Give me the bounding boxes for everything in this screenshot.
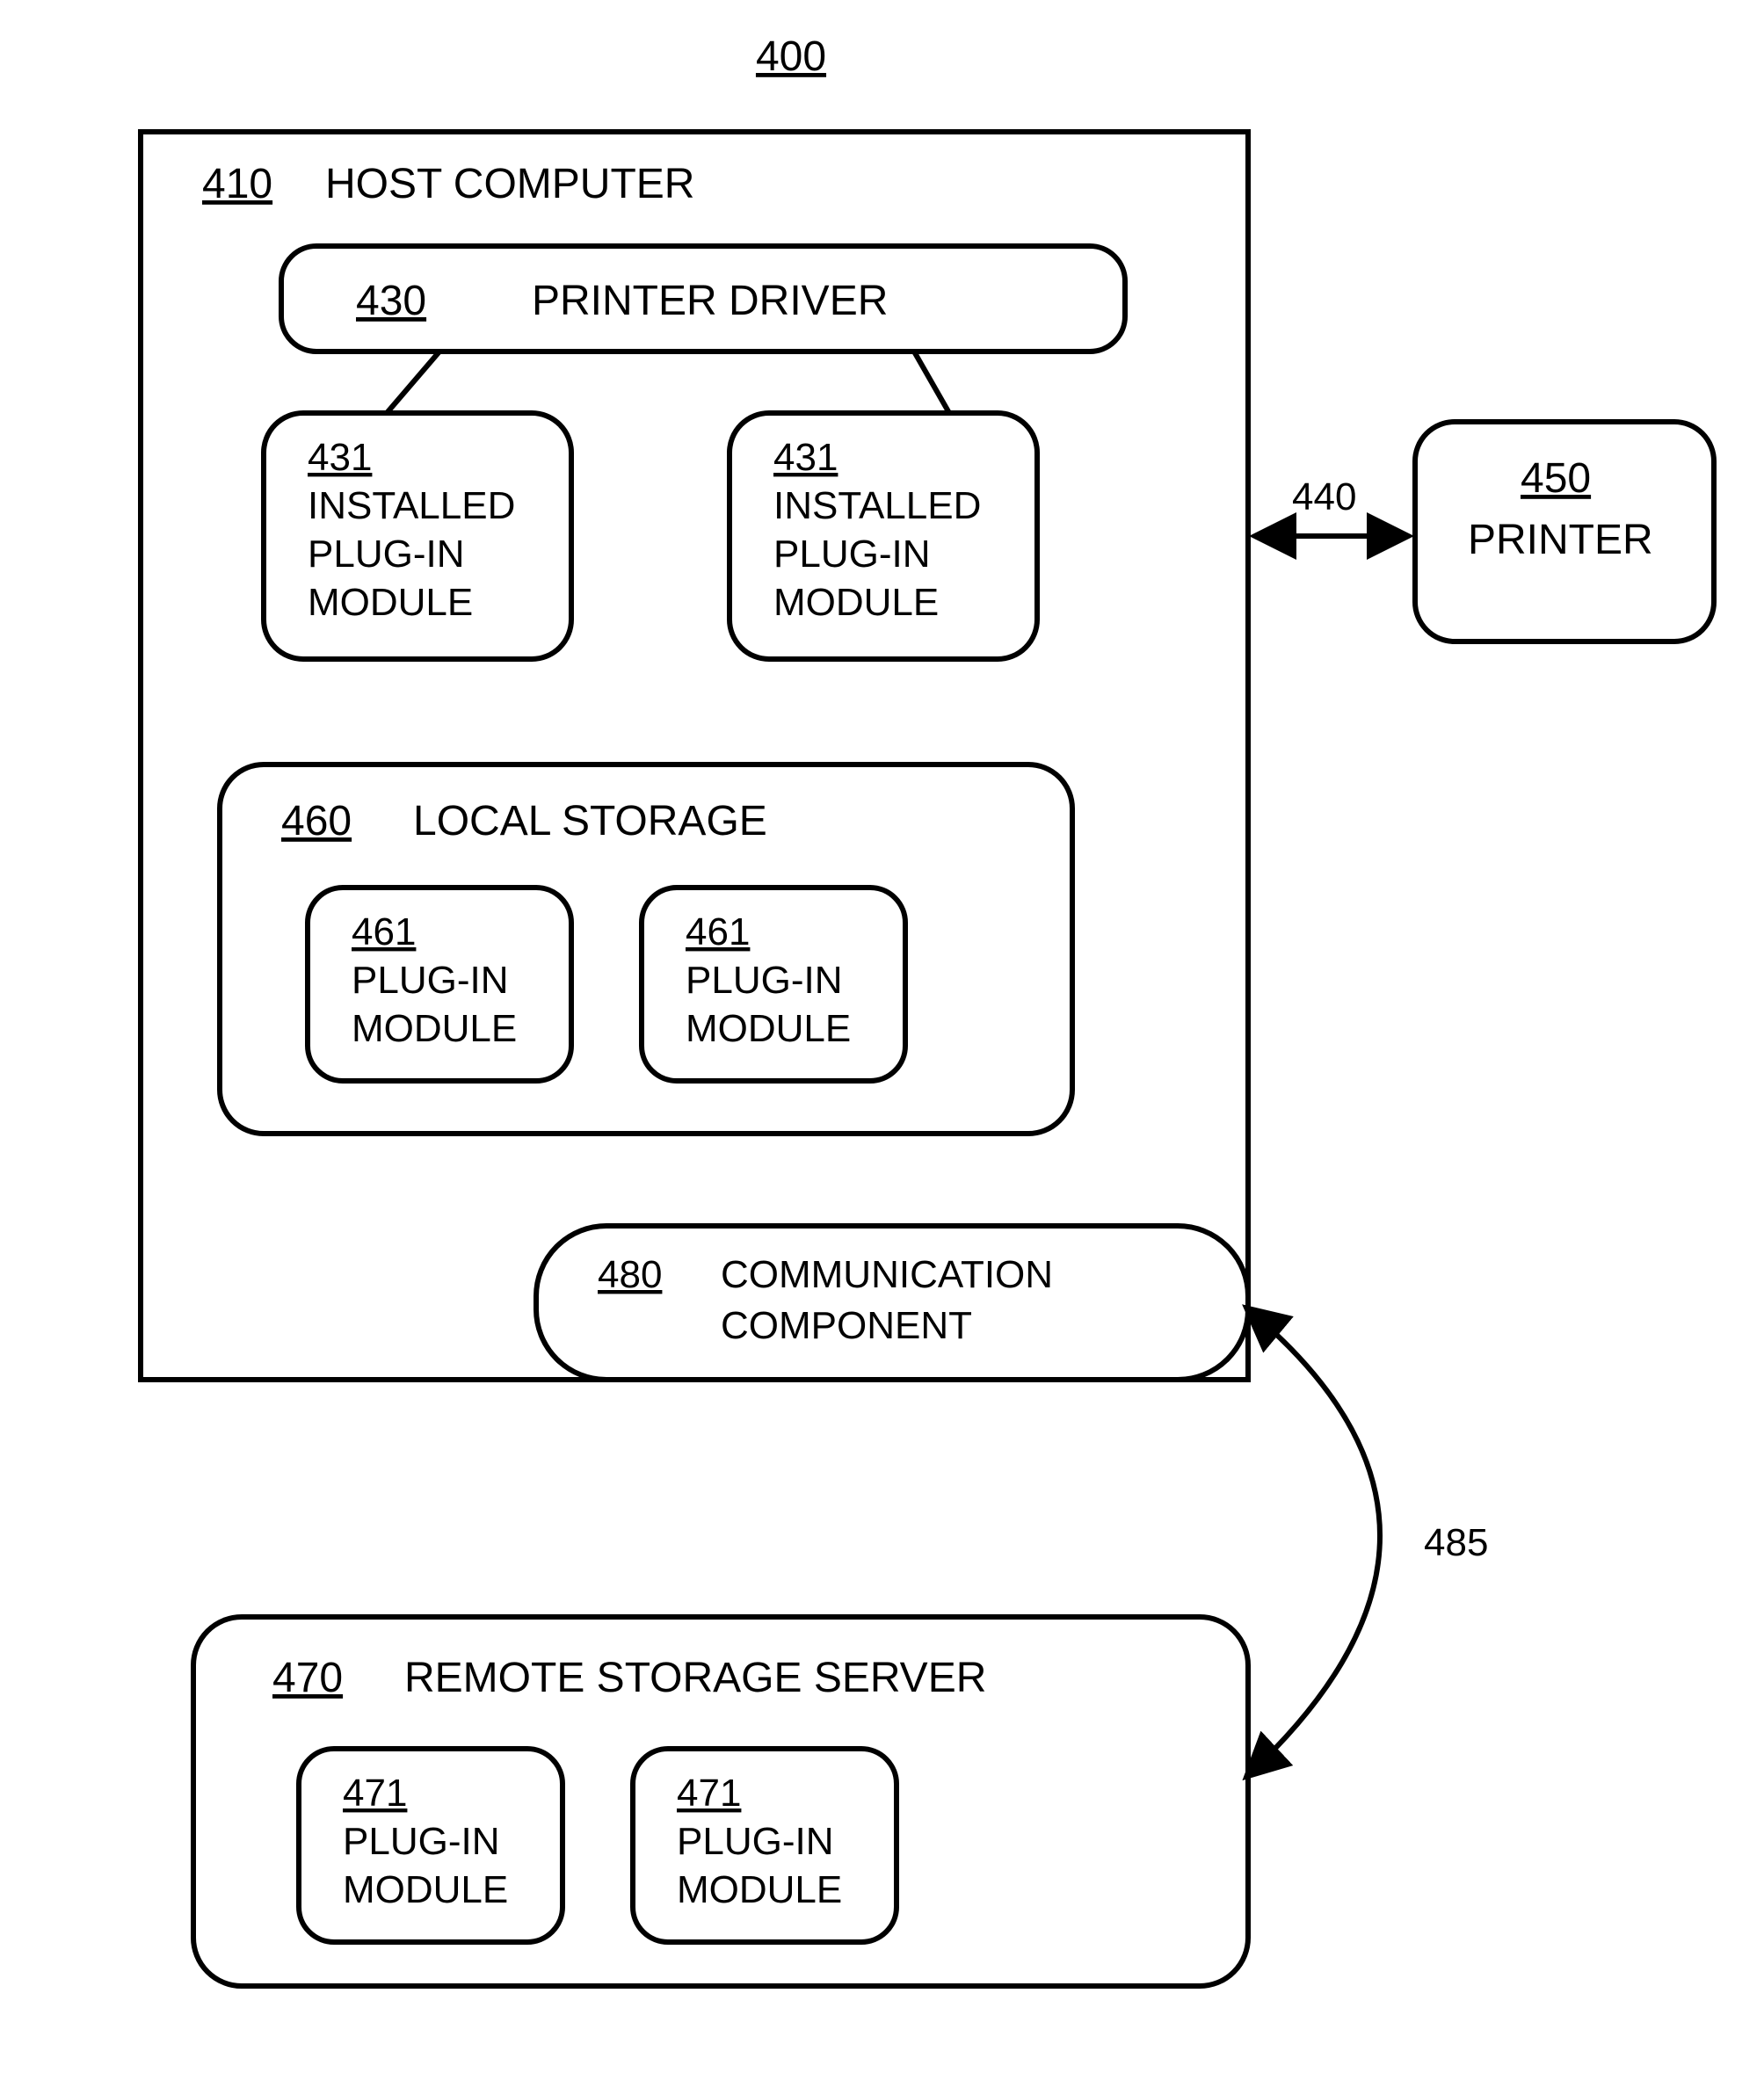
communication-component-box (536, 1226, 1248, 1380)
plugin-e-ref: 471 (343, 1772, 407, 1815)
plugin-b-line1: INSTALLED (773, 484, 981, 527)
comm-line1: COMMUNICATION (721, 1253, 1053, 1296)
driver-ref: 430 (356, 278, 426, 324)
driver-title: PRINTER DRIVER (532, 278, 888, 324)
comm-line2: COMPONENT (721, 1304, 972, 1347)
plugin-b-line2: PLUG-IN (773, 533, 930, 576)
plugin-e-line2: MODULE (343, 1868, 508, 1911)
local-ref: 460 (281, 798, 352, 844)
arrow-comm-remote (1248, 1309, 1380, 1775)
host-title: HOST COMPUTER (325, 161, 694, 207)
comm-ref: 480 (598, 1253, 662, 1296)
plugin-a-line3: MODULE (308, 581, 473, 624)
plugin-b-line3: MODULE (773, 581, 939, 624)
plugin-c-line1: PLUG-IN (352, 959, 508, 1002)
connector-driver-plugin-b (914, 352, 949, 413)
host-ref: 410 (202, 161, 272, 207)
plugin-c-ref: 461 (352, 910, 416, 953)
plugin-c-line2: MODULE (352, 1007, 517, 1050)
plugin-a-line2: PLUG-IN (308, 533, 464, 576)
local-title: LOCAL STORAGE (413, 798, 767, 844)
diagram-canvas: 400 410 HOST COMPUTER 430 PRINTER DRIVER… (0, 0, 1764, 2073)
plugin-f-ref: 471 (677, 1772, 741, 1815)
figure-number: 400 (756, 33, 826, 80)
plugin-b-ref: 431 (773, 436, 838, 479)
connector-driver-plugin-a (387, 352, 439, 413)
arrow-comm-remote-label: 485 (1424, 1521, 1488, 1564)
printer-title: PRINTER (1468, 517, 1653, 563)
printer-ref: 450 (1521, 455, 1591, 502)
plugin-a-line1: INSTALLED (308, 484, 515, 527)
remote-title: REMOTE STORAGE SERVER (404, 1655, 986, 1701)
plugin-f-line1: PLUG-IN (677, 1820, 833, 1863)
plugin-a-ref: 431 (308, 436, 372, 479)
plugin-d-line1: PLUG-IN (686, 959, 842, 1002)
arrow-host-printer-label: 440 (1292, 475, 1356, 518)
remote-ref: 470 (272, 1655, 343, 1701)
plugin-e-line1: PLUG-IN (343, 1820, 499, 1863)
plugin-d-line2: MODULE (686, 1007, 851, 1050)
plugin-f-line2: MODULE (677, 1868, 842, 1911)
plugin-d-ref: 461 (686, 910, 750, 953)
